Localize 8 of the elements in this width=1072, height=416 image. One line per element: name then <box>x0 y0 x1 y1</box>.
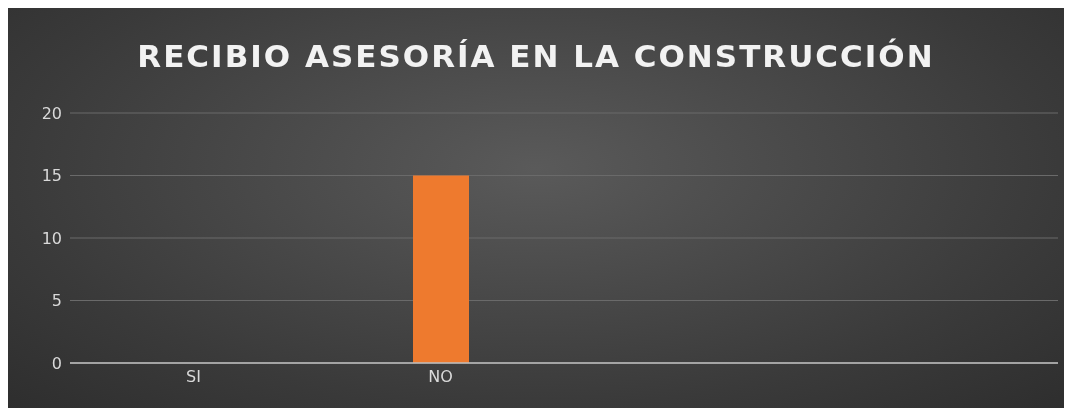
y-tick-label: 20 <box>41 103 62 123</box>
x-tick-label: NO <box>428 367 453 387</box>
chart-title: RECIBIO ASESORÍA EN LA CONSTRUCCIÓN <box>136 38 936 74</box>
y-tick-label: 15 <box>41 166 62 186</box>
y-tick-label: 0 <box>51 353 62 373</box>
y-tick-label: 10 <box>41 228 62 248</box>
x-tick-label: SI <box>186 367 201 387</box>
y-tick-label: 5 <box>51 291 62 311</box>
